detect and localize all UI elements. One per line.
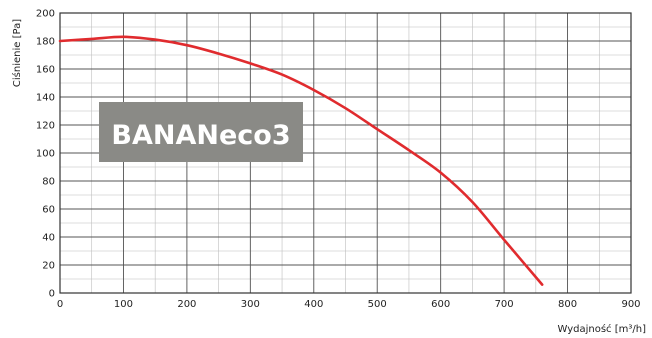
plot-frame [59, 12, 632, 294]
y-tick-label: 200 [36, 9, 55, 20]
x-tick-label: 900 [621, 299, 640, 310]
x-tick-label: 600 [431, 299, 450, 310]
tick-labels: 0 100 200 300 400 500 600 700 800 900 0 20 40 60 80 100… [36, 9, 641, 311]
badge-label: BANANeco3 [111, 120, 290, 151]
x-tick-label: 200 [177, 299, 196, 310]
y-tick-label: 140 [36, 93, 55, 104]
y-axis-label: Ciśnienie [Pa] [11, 19, 23, 87]
series-group [58, 35, 544, 286]
y-tick-label: 40 [42, 233, 55, 244]
x-tick-label: 800 [558, 299, 577, 310]
product-badge: BANANeco3 [99, 102, 303, 162]
x-tick-label: 300 [241, 299, 260, 310]
y-tick-label: 160 [36, 65, 55, 76]
y-tick-label: 80 [42, 177, 55, 188]
x-tick-label: 500 [368, 299, 387, 310]
x-axis-label: Wydajność [m³/h] [558, 323, 647, 335]
x-tick-label: 400 [304, 299, 323, 310]
y-tick-label: 100 [36, 149, 55, 160]
x-tick-label: 100 [114, 299, 133, 310]
series-line [58, 35, 544, 286]
x-tick-label: 700 [495, 299, 514, 310]
grid [59, 12, 632, 294]
y-tick-label: 20 [42, 261, 55, 272]
y-tick-label: 120 [36, 121, 55, 132]
badge-background [99, 102, 303, 162]
x-tick-label: 0 [57, 299, 63, 310]
y-tick-label: 180 [36, 37, 55, 48]
y-tick-label: 0 [49, 289, 55, 300]
y-tick-label: 60 [42, 205, 55, 216]
